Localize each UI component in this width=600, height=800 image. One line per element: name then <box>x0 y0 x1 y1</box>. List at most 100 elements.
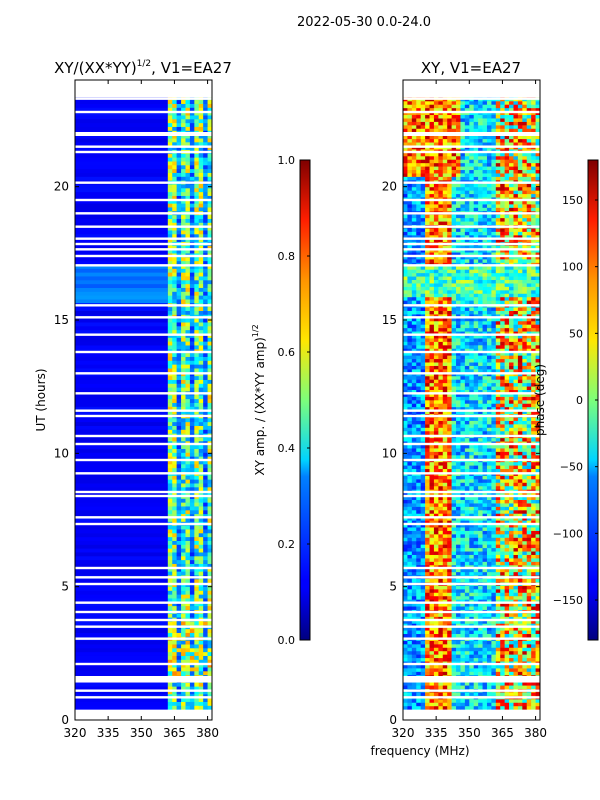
heatmap-cell <box>429 509 435 514</box>
heatmap-cell <box>176 368 182 373</box>
heatmap-cell <box>189 329 195 334</box>
heatmap-cell <box>185 153 191 158</box>
heatmap-cell <box>495 534 501 538</box>
heatmap-cell <box>429 613 435 617</box>
heatmap-cell <box>486 602 492 607</box>
heatmap-cell <box>75 621 168 626</box>
heatmap-cell <box>504 389 510 394</box>
heatmap-cell <box>522 668 528 672</box>
heatmap-cell <box>425 496 430 500</box>
heatmap-cell <box>451 589 457 593</box>
heatmap-cell <box>451 475 457 480</box>
heatmap-cell <box>189 598 195 603</box>
heatmap-cell <box>181 628 186 633</box>
heatmap-cell <box>167 379 173 384</box>
heatmap-cell <box>181 682 186 687</box>
heatmap-cell <box>473 375 479 380</box>
heatmap-cell <box>181 559 186 564</box>
heatmap-cell <box>416 437 421 442</box>
heatmap-cell <box>478 516 483 521</box>
heatmap-cell <box>194 341 200 346</box>
heatmap-cell <box>181 605 186 610</box>
missing-row <box>75 414 212 418</box>
heatmap-cell <box>203 605 208 610</box>
heatmap-cell <box>442 571 448 576</box>
heatmap-cell <box>198 536 204 541</box>
heatmap-cell <box>185 207 191 212</box>
heatmap-cell <box>176 682 182 687</box>
heatmap-cell <box>456 613 461 617</box>
heatmap-cell <box>194 464 200 469</box>
heatmap-cell <box>531 699 536 703</box>
heatmap-cell <box>517 468 523 473</box>
heatmap-cell <box>517 702 523 707</box>
heatmap-cell <box>411 534 417 538</box>
heatmap-cell <box>517 396 523 401</box>
heatmap-cell <box>513 664 519 669</box>
heatmap-cell <box>403 468 408 473</box>
heatmap-cell <box>460 369 466 373</box>
heatmap-cell <box>176 475 182 480</box>
heatmap-cell <box>517 509 523 514</box>
heatmap-cell <box>194 663 200 668</box>
heatmap-cell <box>167 99 173 104</box>
heatmap-cell <box>500 430 505 435</box>
colorbar-tick-label: 1.0 <box>278 154 296 167</box>
heatmap-cell <box>75 360 168 365</box>
heatmap-cell <box>198 161 204 166</box>
heatmap-cell <box>535 362 540 366</box>
heatmap-cell <box>411 699 417 703</box>
heatmap-cell <box>442 379 448 384</box>
heatmap-cell <box>486 454 492 459</box>
heatmap-cell <box>207 142 212 147</box>
heatmap-cell <box>526 400 532 404</box>
heatmap-cell <box>456 454 461 459</box>
heatmap-cell <box>491 554 497 559</box>
heatmap-cell <box>185 203 191 208</box>
heatmap-cell <box>531 492 536 497</box>
heatmap-cell <box>176 510 182 515</box>
heatmap-cell <box>504 365 510 370</box>
colorbar-tick-label: 0.2 <box>278 538 296 551</box>
heatmap-cell <box>172 663 177 668</box>
heatmap-cell <box>473 475 479 480</box>
heatmap-cell <box>495 540 501 545</box>
x-tick-label: 320 <box>64 726 87 740</box>
heatmap-cell <box>75 168 168 173</box>
heatmap-cell <box>167 218 173 223</box>
heatmap-cell <box>203 368 208 373</box>
heatmap-cell <box>185 540 191 545</box>
heatmap-cell <box>403 499 408 504</box>
heatmap-cell <box>491 578 497 583</box>
heatmap-cell <box>203 690 208 695</box>
heatmap-cell <box>486 496 492 500</box>
heatmap-cell <box>464 513 470 518</box>
heatmap-cell <box>464 465 470 470</box>
heatmap-cell <box>451 509 457 514</box>
heatmap-cell <box>207 705 212 710</box>
heatmap-cell <box>486 389 492 394</box>
heatmap-cell <box>176 122 182 127</box>
heatmap-cell <box>517 571 523 576</box>
heatmap-cell <box>491 444 497 449</box>
heatmap-cell <box>460 681 466 686</box>
heatmap-cell <box>442 369 448 373</box>
heatmap-cell <box>491 602 497 607</box>
heatmap-cell <box>75 452 168 457</box>
heatmap-cell <box>482 400 488 404</box>
heatmap-cell <box>495 485 501 490</box>
heatmap-cell <box>460 375 466 380</box>
heatmap-cell <box>75 556 168 561</box>
heatmap-cell <box>433 516 439 521</box>
heatmap-cell <box>535 626 540 631</box>
heatmap-cell <box>185 529 191 534</box>
heatmap-cell <box>482 410 488 415</box>
heatmap-cell <box>172 517 177 522</box>
heatmap-cell <box>172 395 177 400</box>
heatmap-cell <box>403 664 408 669</box>
heatmap-cell <box>185 467 191 472</box>
heatmap-cell <box>181 448 186 453</box>
heatmap-cell <box>478 664 483 669</box>
heatmap-cell <box>513 702 519 707</box>
heatmap-cell <box>438 523 444 528</box>
